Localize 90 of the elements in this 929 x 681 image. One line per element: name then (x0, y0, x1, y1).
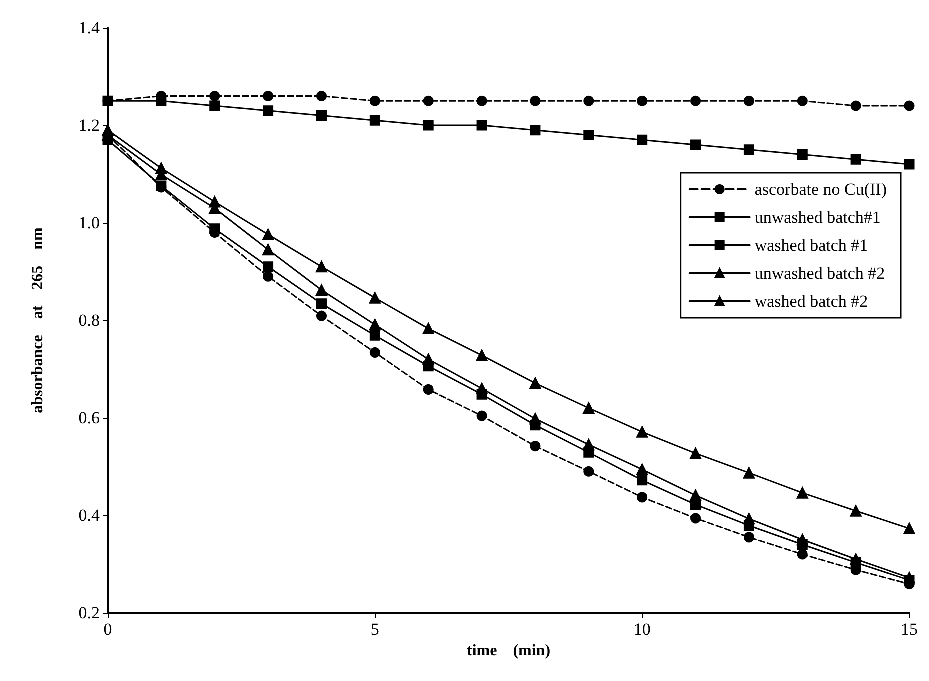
y-tick-label: 0.6 (78, 408, 100, 428)
x-tick-label: 10 (634, 620, 651, 639)
y-tick-label: 0.2 (78, 604, 100, 622)
point (904, 522, 916, 534)
point (690, 140, 702, 150)
point (743, 467, 755, 479)
point (370, 347, 380, 358)
point (743, 513, 755, 525)
point (744, 96, 754, 106)
point (530, 441, 541, 452)
point (637, 96, 648, 106)
y-tick-label: 0.4 (78, 506, 100, 525)
point (530, 125, 541, 136)
point (850, 554, 862, 566)
point (423, 384, 434, 395)
legend-label: washed batch #1 (754, 236, 868, 255)
point (637, 134, 648, 146)
y-axis-title: absorbance at 265 nm (30, 226, 46, 414)
y-tick-label: 0.8 (78, 311, 100, 330)
point (797, 96, 808, 106)
point (797, 150, 808, 160)
point (370, 330, 380, 341)
point (210, 224, 220, 234)
point (636, 464, 648, 476)
point (584, 466, 594, 477)
point (584, 96, 594, 106)
point (316, 310, 327, 322)
x-tick-label: 5 (370, 620, 380, 639)
point (583, 402, 595, 414)
point (530, 96, 541, 106)
point (210, 91, 220, 102)
point (637, 475, 648, 486)
point (369, 319, 381, 331)
point (904, 572, 916, 584)
point (690, 96, 702, 106)
point (796, 487, 808, 499)
point (796, 534, 808, 546)
point (744, 532, 754, 543)
point (476, 350, 488, 362)
point (423, 96, 434, 106)
point (904, 100, 915, 112)
point (850, 154, 862, 165)
legend-label: washed batch #2 (754, 292, 868, 311)
point (797, 549, 808, 560)
point (262, 244, 274, 256)
point (744, 144, 754, 156)
x-axis-title: time (min) (466, 642, 551, 660)
point (262, 228, 274, 240)
point (690, 448, 702, 460)
point (476, 120, 488, 131)
point (316, 261, 328, 273)
point (850, 100, 862, 112)
point (263, 106, 274, 116)
y-tick-label: 1.4 (78, 18, 100, 38)
legend-label: ascorbate no Cu(II) (754, 180, 888, 199)
x-tick-label: 15 (901, 620, 918, 639)
point (316, 298, 327, 310)
point (370, 115, 380, 126)
point (584, 130, 594, 140)
point (530, 413, 542, 425)
y-tick-label: 1.2 (78, 116, 100, 135)
point (422, 354, 434, 366)
point (476, 383, 488, 394)
point (156, 96, 167, 106)
point (583, 439, 595, 451)
point (263, 91, 274, 102)
point (263, 271, 274, 282)
point (102, 96, 114, 106)
point (422, 323, 434, 335)
point (530, 378, 542, 390)
point (476, 410, 488, 422)
point (476, 96, 488, 106)
legend-label: unwashed batch #2 (754, 264, 886, 283)
point (850, 505, 862, 517)
point (636, 426, 648, 438)
point (904, 159, 915, 170)
point (690, 513, 702, 524)
point (690, 490, 702, 502)
x-tick-label: 0 (104, 620, 112, 639)
point (210, 100, 220, 112)
point (369, 292, 381, 304)
point (316, 91, 327, 102)
legend-label: unwashed batch#1 (754, 208, 881, 227)
point (370, 96, 380, 106)
y-tick-label: 1.0 (78, 214, 100, 232)
point (316, 284, 328, 296)
point (316, 110, 327, 121)
point (637, 492, 648, 503)
point (263, 262, 274, 272)
point (423, 120, 434, 131)
